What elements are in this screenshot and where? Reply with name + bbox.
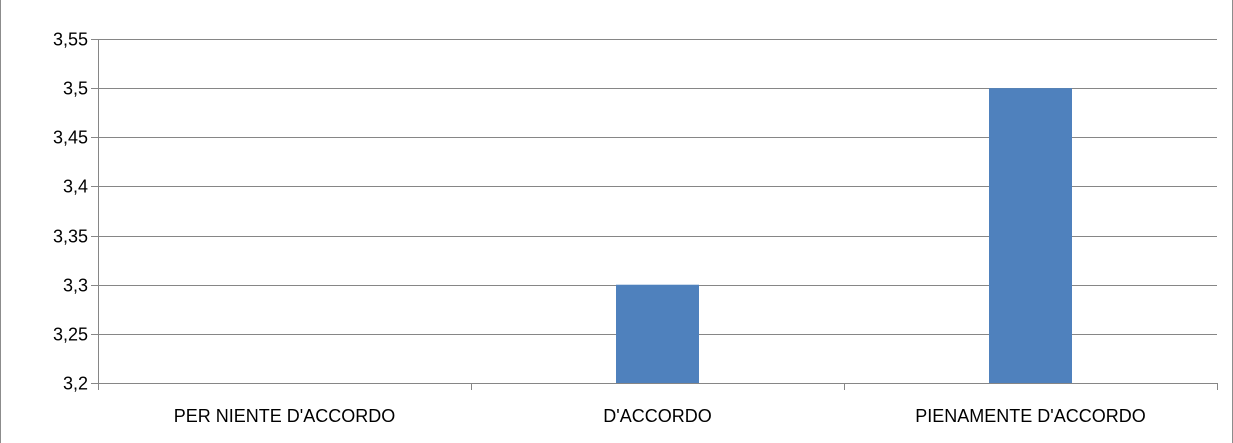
x-category-label: D'ACCORDO (603, 406, 711, 426)
y-tick-label: 3,25 (53, 325, 88, 345)
x-category-label: PER NIENTE D'ACCORDO (174, 406, 395, 426)
y-tick-label: 3,55 (53, 30, 88, 50)
y-tick-label: 3,35 (53, 227, 88, 247)
y-tick-label: 3,45 (53, 128, 88, 148)
y-tick-label: 3,5 (63, 79, 88, 99)
bars (616, 88, 1072, 384)
y-tick-label: 3,4 (63, 177, 88, 197)
x-category-label: PIENAMENTE D'ACCORDO (915, 406, 1145, 426)
gridlines (98, 39, 1217, 335)
axes (91, 39, 1218, 390)
y-tick-label: 3,2 (63, 374, 88, 394)
y-tick-label: 3,3 (63, 276, 88, 296)
bar (616, 284, 699, 383)
bar (989, 88, 1072, 384)
labels: 3,2 3,25 3,3 3,35 3,4 3,45 3,5 3,55 PER NIENTE D… (53, 30, 1146, 427)
